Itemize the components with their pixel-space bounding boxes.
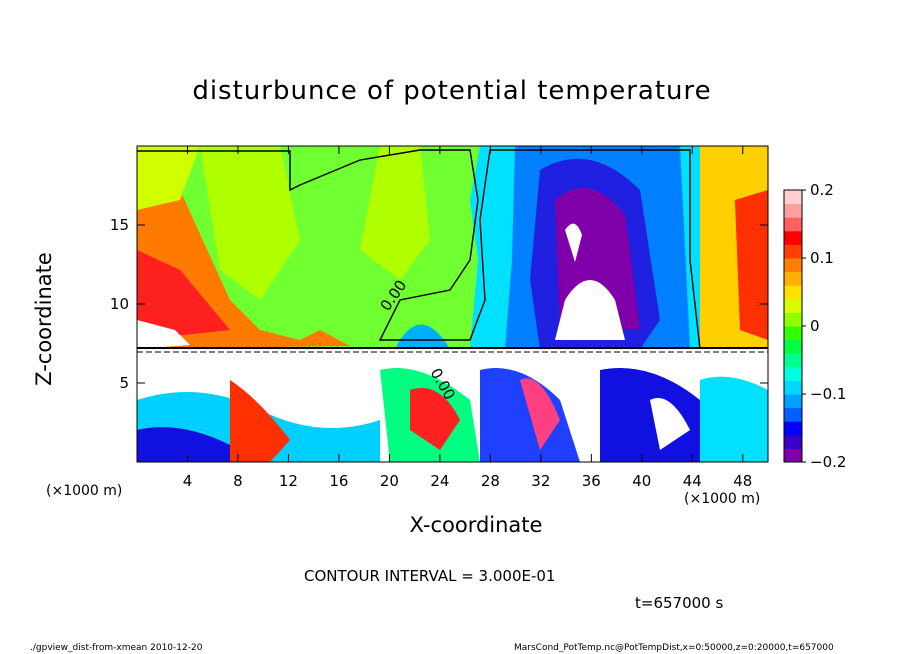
colorbar-swatch xyxy=(784,312,802,327)
lower-red-mid xyxy=(410,388,460,450)
max-region-left xyxy=(137,320,190,349)
x-tick-label: 36 xyxy=(582,472,601,490)
x-axis-label: X-coordinate xyxy=(409,513,543,537)
colorbar-tick-label: 0 xyxy=(810,317,820,335)
x-tick-label: 48 xyxy=(733,472,752,490)
colorbar-swatch xyxy=(784,434,802,449)
colorbar-swatch xyxy=(784,407,802,422)
colorbar-tick-label: −0.2 xyxy=(810,453,846,471)
colorbar-swatch xyxy=(784,353,802,368)
yellow-region-left xyxy=(137,146,200,210)
x-tick-label: 4 xyxy=(183,472,193,490)
cold-plume-white xyxy=(555,280,625,340)
cold-plume-white-top xyxy=(565,223,582,262)
colorbar: 0.2 0.1 0 −0.1 −0.2 xyxy=(783,181,846,471)
hot-region-left xyxy=(137,250,230,340)
footer-left: ./gpview_dist-from-xmean 2010-12-20 xyxy=(30,643,203,653)
colorbar-swatch xyxy=(784,380,802,395)
x-tick-label: 12 xyxy=(279,472,298,490)
y-tick-label: 5 xyxy=(119,374,129,392)
colorbar-swatch xyxy=(784,285,802,300)
x-axis-ticks: 4 8 12 16 20 24 28 32 36 40 44 48 xyxy=(183,146,752,490)
lower-white-right xyxy=(650,398,690,450)
colorbar-swatch xyxy=(784,230,802,245)
colorbar-tick-label: 0.1 xyxy=(810,249,834,267)
x-tick-label: 24 xyxy=(430,472,449,490)
colorbar-swatch xyxy=(784,326,802,341)
contour-interval-note: CONTOUR INTERVAL = 3.000E-01 xyxy=(304,567,556,585)
colorbar-swatch xyxy=(784,190,802,205)
x-tick-label: 8 xyxy=(233,472,243,490)
chart-title: disturbunce of potential temperature xyxy=(192,76,712,106)
colorbar-swatch xyxy=(784,421,802,436)
z-unit-label: (×1000 m) xyxy=(46,483,123,499)
colorbar-swatch xyxy=(784,244,802,259)
x-unit-label: (×1000 m) xyxy=(684,491,761,507)
x-tick-label: 28 xyxy=(481,472,500,490)
colorbar-swatch xyxy=(784,298,802,313)
colorbar-swatch xyxy=(784,394,802,409)
colorbar-swatch xyxy=(784,271,802,286)
footer-right: MarsCond_PotTemp.nc@PotTempDist,x=0:5000… xyxy=(514,643,834,653)
y-axis-ticks: 5 10 15 xyxy=(110,216,768,392)
time-note: t=657000 s xyxy=(635,594,724,612)
colorbar-swatch xyxy=(784,339,802,354)
colorbar-swatch xyxy=(784,203,802,218)
plot-area xyxy=(137,146,768,462)
lower-cyan-right xyxy=(700,376,768,462)
lower-blue-left xyxy=(137,427,230,462)
lower-pink-mid xyxy=(520,378,560,450)
cold-pocket xyxy=(395,324,450,349)
x-tick-label: 32 xyxy=(531,472,550,490)
colorbar-tick-label: 0.2 xyxy=(810,181,834,199)
x-tick-label: 16 xyxy=(329,472,348,490)
x-tick-label: 40 xyxy=(632,472,651,490)
colorbar-swatch xyxy=(784,258,802,273)
hot-region-right xyxy=(735,190,768,340)
colorbar-swatch xyxy=(784,448,802,463)
colorbar-swatch xyxy=(784,217,802,232)
y-tick-label: 10 xyxy=(110,295,129,313)
yellow-green-mid-2 xyxy=(360,146,430,280)
colorbar-swatch xyxy=(784,366,802,381)
lower-red-left xyxy=(230,380,290,462)
yellow-green-mid xyxy=(200,146,300,300)
colorbar-tick-label: −0.1 xyxy=(810,385,846,403)
x-tick-label: 20 xyxy=(380,472,399,490)
x-tick-label: 44 xyxy=(683,472,702,490)
y-tick-label: 15 xyxy=(110,216,129,234)
